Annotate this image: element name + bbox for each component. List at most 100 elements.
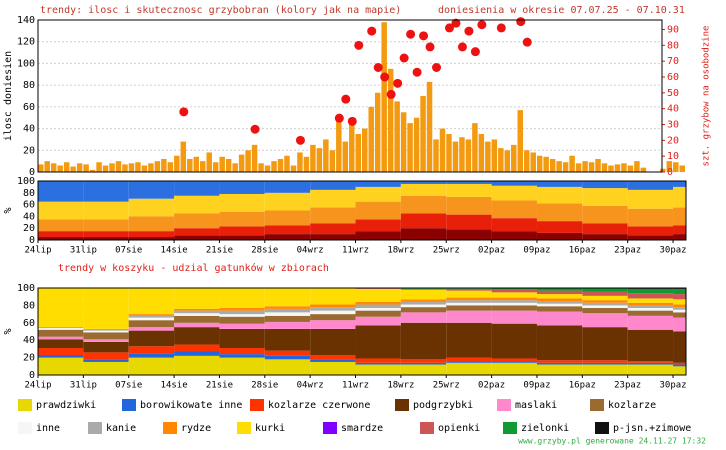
legend-swatch bbox=[590, 399, 604, 411]
dot bbox=[457, 42, 467, 52]
stack-segment bbox=[174, 228, 220, 236]
bar bbox=[63, 162, 70, 172]
legend-swatch bbox=[18, 399, 32, 411]
legend-label: opienki bbox=[438, 423, 480, 434]
stack-segment bbox=[128, 330, 175, 347]
legend-label: podgrzybki bbox=[413, 400, 473, 411]
legend-swatch bbox=[420, 422, 434, 434]
legend-swatch bbox=[395, 399, 409, 411]
bar bbox=[238, 154, 245, 172]
stack-segment bbox=[536, 360, 583, 363]
legend-swatch bbox=[497, 399, 511, 411]
stack-segment bbox=[673, 186, 686, 208]
bar bbox=[297, 152, 303, 172]
dot bbox=[522, 37, 532, 47]
stack-segment bbox=[582, 308, 628, 314]
stack-segment bbox=[310, 314, 356, 321]
stack-segment bbox=[83, 352, 129, 360]
y-tick-label: 40 bbox=[23, 211, 35, 222]
stack-segment bbox=[174, 288, 220, 309]
x-tick-label: 31lip bbox=[70, 246, 97, 256]
stack-segment bbox=[446, 300, 492, 303]
y-tick-label: 120 bbox=[17, 37, 35, 48]
y-tick-label: 20 bbox=[23, 223, 35, 234]
stack-segment bbox=[400, 183, 447, 196]
stack-segment bbox=[38, 348, 84, 355]
dot bbox=[496, 23, 506, 33]
stack-segment bbox=[128, 181, 175, 199]
x-tick-label: 21sie bbox=[206, 381, 233, 391]
stack-segment bbox=[627, 208, 674, 227]
legend-label: kozlarze czerwone bbox=[268, 400, 370, 411]
stack-segment bbox=[673, 304, 686, 308]
bar bbox=[38, 164, 44, 172]
stack-segment bbox=[627, 308, 674, 311]
stack-segment bbox=[446, 357, 492, 362]
stack-segment bbox=[536, 298, 583, 302]
dot bbox=[432, 63, 442, 72]
stack-segment bbox=[355, 310, 401, 317]
stack-segment bbox=[355, 308, 401, 311]
stack-segment bbox=[400, 299, 447, 302]
x-tick-label: 11wrz bbox=[342, 246, 369, 256]
bar bbox=[588, 162, 595, 172]
bar bbox=[83, 164, 89, 172]
dot bbox=[477, 20, 487, 30]
stack-segment bbox=[264, 355, 311, 360]
stack-segment bbox=[174, 355, 220, 375]
stack-segment bbox=[400, 213, 447, 229]
stack-segment bbox=[83, 201, 129, 220]
stack-segment bbox=[446, 361, 492, 363]
stack-segment bbox=[38, 231, 84, 238]
stack-segment bbox=[446, 305, 492, 311]
bar bbox=[180, 141, 187, 172]
y2-tick-label: 50 bbox=[667, 88, 679, 99]
x-tick-label: 21sie bbox=[206, 246, 233, 256]
stack-segment bbox=[536, 325, 583, 361]
stack-segment bbox=[400, 362, 447, 365]
x-tick-label: 18wrz bbox=[387, 246, 414, 256]
stack-segment bbox=[264, 328, 311, 351]
stack-segment bbox=[128, 216, 175, 232]
x-tick-label: 11wrz bbox=[342, 381, 369, 391]
bar bbox=[225, 158, 232, 172]
stack-segment bbox=[446, 229, 492, 240]
plot-frame bbox=[37, 19, 663, 173]
stack-segment bbox=[673, 362, 686, 365]
bar bbox=[433, 139, 439, 172]
legend-label: inne bbox=[36, 423, 60, 434]
stack-segment bbox=[219, 354, 265, 358]
stack-segment bbox=[83, 341, 129, 353]
bar bbox=[504, 150, 511, 172]
x-tick-label: 28sie bbox=[251, 246, 278, 256]
stack-segment bbox=[446, 302, 492, 306]
stack-segment bbox=[310, 223, 356, 235]
x-tick-label: 14sie bbox=[161, 381, 188, 391]
stack-segment bbox=[264, 321, 311, 329]
stack-segment bbox=[219, 211, 265, 227]
stack-segment bbox=[627, 315, 674, 330]
stack-segment bbox=[536, 301, 583, 304]
stack-segment bbox=[627, 189, 674, 209]
y-tick-label: 60 bbox=[23, 102, 35, 113]
x-tick-label: 24lip bbox=[24, 381, 51, 391]
stack-segment bbox=[83, 330, 129, 333]
stack-segment bbox=[582, 302, 628, 306]
y2-tick-label: 0 bbox=[667, 167, 673, 178]
dot bbox=[464, 26, 474, 36]
x-tick-label: 23paz bbox=[614, 381, 641, 391]
stack-segment bbox=[627, 226, 674, 236]
x-tick-label: 14sie bbox=[161, 246, 188, 256]
bar bbox=[122, 164, 128, 172]
dot bbox=[250, 124, 260, 134]
chart-subtitle: doniesienia w okresie 07.07.25 - 07.10.3… bbox=[438, 5, 685, 16]
stack-segment bbox=[627, 181, 674, 190]
y2-tick-label: 90 bbox=[667, 25, 679, 36]
stack-segment bbox=[174, 313, 220, 316]
bar bbox=[102, 165, 109, 172]
stack-segment bbox=[400, 364, 447, 375]
dot bbox=[334, 113, 344, 123]
stack-segment bbox=[128, 315, 175, 318]
stack-segment bbox=[310, 354, 356, 360]
bar bbox=[284, 155, 290, 172]
